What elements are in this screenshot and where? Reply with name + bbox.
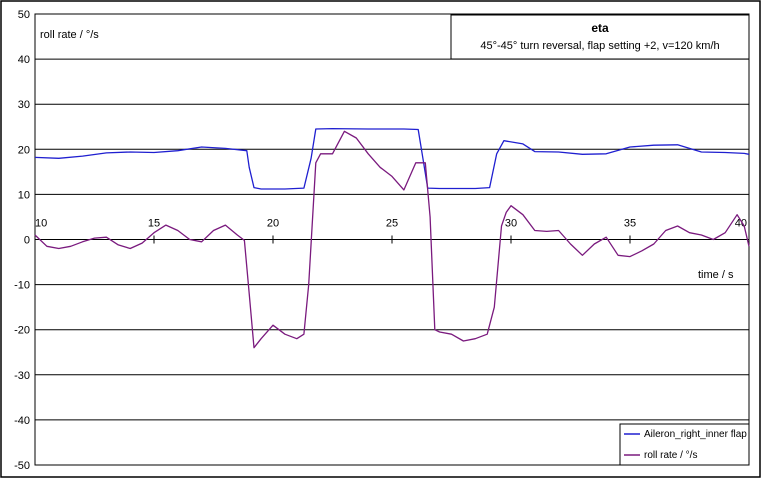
y-tick-label: 50	[18, 9, 30, 21]
y-tick-label: 30	[18, 99, 30, 111]
x-tick-label: 25	[386, 218, 398, 230]
legend-label-aileron: Aileron_right_inner flap	[644, 429, 747, 440]
y-axis-label: roll rate / °/s	[40, 29, 99, 41]
y-tick-label: -40	[14, 415, 30, 427]
y-tick-label: -10	[14, 280, 30, 292]
legend-box	[619, 423, 750, 466]
y-tick-label: 10	[18, 189, 30, 201]
x-tick-label: 15	[148, 218, 160, 230]
x-axis-label: time / s	[698, 269, 734, 281]
x-tick-label: 35	[624, 218, 636, 230]
y-tick-label: 40	[18, 54, 30, 66]
y-tick-label: -50	[14, 460, 30, 472]
series-line-roll-rate	[34, 130, 750, 349]
x-tick-label: 30	[505, 218, 517, 230]
x-tick-label: 10	[35, 218, 47, 230]
legend-label-roll-rate: roll rate / °/s	[644, 450, 697, 461]
x-tick-label: 20	[267, 218, 279, 230]
title-box	[450, 14, 750, 60]
series-line-aileron	[34, 127, 750, 190]
y-tick-label: 20	[18, 144, 30, 156]
y-tick-labels: -50 -40 -30 -20 -10 0 10 20 30 40 50	[14, 9, 30, 472]
x-tick-labels: 10 15 20 25 30 35 40	[35, 218, 747, 230]
y-tick-label: -20	[14, 325, 30, 337]
y-tick-label: -30	[14, 370, 30, 382]
chart-subtitle: 45°-45° turn reversal, flap setting +2, …	[480, 40, 719, 52]
chart-title: eta	[591, 21, 609, 35]
series-lines	[34, 127, 750, 349]
y-tick-label: 0	[24, 235, 30, 247]
